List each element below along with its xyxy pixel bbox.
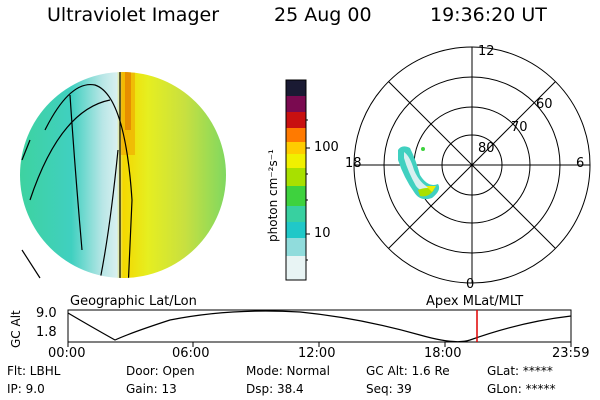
- altitude-strip: [67, 309, 572, 347]
- ip-info: IP: 9.0: [7, 382, 45, 396]
- colorbar-tick-10: 10: [314, 226, 331, 241]
- door-info: Door: Open: [126, 364, 195, 378]
- instrument-title: Ultraviolet Imager: [47, 4, 220, 26]
- lat-label-70: 70: [511, 120, 528, 135]
- gain-info: Gain: 13: [126, 382, 177, 396]
- glat-info: GLat: *****: [487, 364, 553, 378]
- geographic-label: Geographic Lat/Lon: [70, 294, 197, 309]
- time-tick-2359: 23:59: [552, 346, 590, 361]
- mode-info: Mode: Normal: [246, 364, 330, 378]
- time-tick-0000: 00:00: [48, 346, 86, 361]
- lat-label-60: 60: [536, 97, 553, 112]
- colorbar: [285, 79, 310, 281]
- time-tick-1800: 18:00: [424, 346, 462, 361]
- mlt-label-12: 12: [478, 44, 495, 59]
- gcalt-info: GC Alt: 1.6 Re: [366, 364, 450, 378]
- filter-info: Flt: LBHL: [7, 364, 61, 378]
- mlt-label-18: 18: [345, 156, 362, 171]
- mlt-label-6: 6: [576, 156, 585, 171]
- time-tick-0600: 06:00: [172, 346, 210, 361]
- lat-label-80: 80: [478, 141, 495, 156]
- date-label: 25 Aug 00: [274, 4, 372, 26]
- colorbar-tick-100: 100: [314, 140, 339, 155]
- seq-info: Seq: 39: [366, 382, 412, 396]
- polar-plot: [353, 46, 591, 284]
- altitude-ytick-9: 9.0: [36, 306, 57, 321]
- dsp-info: Dsp: 38.4: [246, 382, 304, 396]
- altitude-ylabel: GC Alt: [9, 310, 23, 348]
- altitude-ytick-1-8: 1.8: [36, 325, 57, 340]
- colorbar-unit-label: photon cm⁻²s⁻¹: [266, 149, 280, 242]
- apex-label: Apex MLat/MLT: [426, 294, 524, 309]
- earth-disk-image: [20, 72, 226, 279]
- time-tick-1200: 12:00: [298, 346, 336, 361]
- glon-info: GLon: *****: [487, 382, 556, 396]
- time-label: 19:36:20 UT: [430, 4, 547, 26]
- mlt-label-0: 0: [466, 277, 475, 292]
